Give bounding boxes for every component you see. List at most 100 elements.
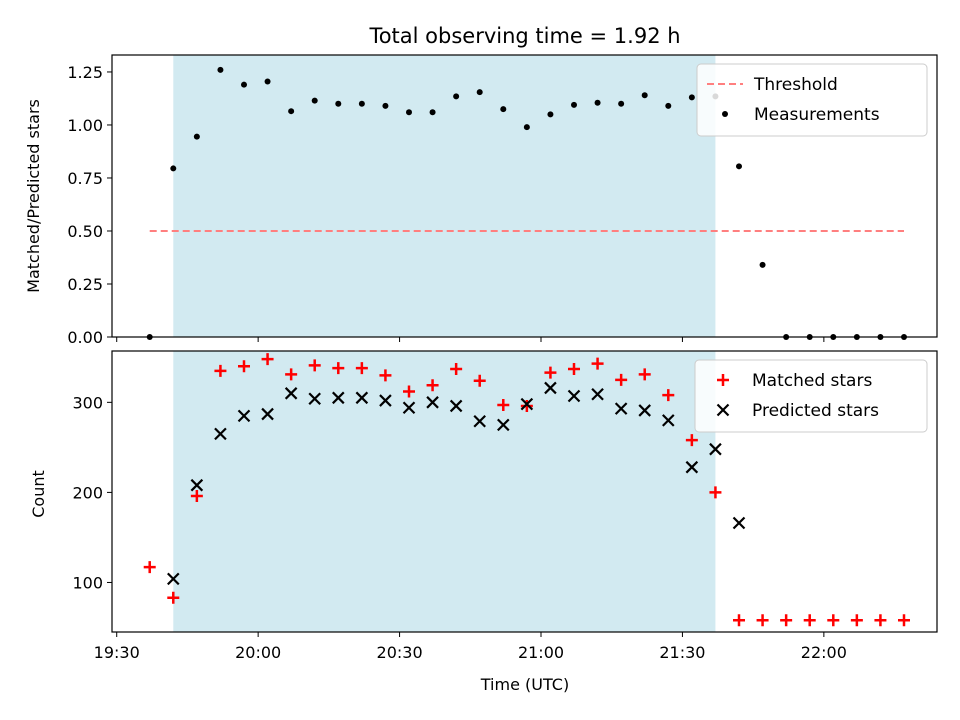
y-tick-label: 1.25	[67, 63, 103, 82]
predicted-star-point	[214, 427, 227, 441]
measurement-point	[358, 100, 365, 107]
matched-star-point	[473, 374, 486, 387]
predicted-star-point	[308, 392, 321, 406]
matched-star-point	[261, 353, 274, 366]
top-y-axis-label: Matched/Predicted stars	[24, 99, 43, 293]
legend-box	[696, 63, 928, 137]
y-tick-label: 0.50	[67, 222, 103, 241]
matched-star-point	[544, 366, 557, 379]
matched-star-point	[497, 399, 510, 412]
predicted-star-point	[284, 387, 298, 400]
predicted-star-point	[332, 391, 345, 405]
matched-star-point	[403, 385, 415, 398]
legend-measurements-swatch	[722, 111, 728, 117]
predicted-star-point	[426, 396, 439, 409]
matched-star-point	[803, 614, 816, 627]
matched-star-point	[756, 614, 769, 627]
measurement-point	[170, 165, 177, 172]
legend-entry-label: Predicted stars	[752, 401, 879, 421]
y-tick-label: 1.00	[67, 116, 103, 135]
predicted-star-point	[473, 414, 486, 428]
matched-star-point	[685, 434, 698, 447]
measurement-point	[335, 100, 342, 107]
measurement-point	[547, 111, 554, 118]
y-tick-label: 0.75	[67, 169, 103, 188]
legend-entry-label: Threshold	[753, 75, 838, 95]
predicted-star-point	[638, 404, 651, 417]
legend-predicted-swatch	[716, 403, 730, 417]
predicted-star-point	[261, 407, 274, 421]
measurement-point	[759, 261, 766, 268]
measurement-point	[594, 99, 601, 106]
measurement-point	[618, 100, 625, 107]
matched-star-point	[214, 364, 227, 377]
matched-star-point	[591, 357, 604, 370]
matched-star-point	[733, 614, 745, 627]
predicted-star-point	[379, 394, 392, 407]
measurement-point	[193, 133, 200, 140]
matched-star-point	[898, 614, 910, 627]
matched-star-point	[615, 373, 628, 386]
predicted-star-point	[544, 381, 557, 395]
matched-star-point	[426, 379, 439, 392]
x-tick-label: 19:30	[94, 643, 140, 662]
predicted-star-point	[520, 397, 534, 411]
predicted-star-point	[567, 389, 581, 403]
measurement-point	[264, 78, 271, 85]
predicted-star-point	[662, 414, 675, 427]
x-tick-label: 21:00	[518, 643, 564, 662]
matched-star-point	[827, 614, 840, 627]
measurement-point	[382, 102, 389, 109]
predicted-star-point	[449, 399, 463, 413]
bottom-panel: 100 200 300 19:30 20:00 20:30 21:00 21:30 22:00 M…	[72, 350, 938, 662]
measurement-point	[500, 106, 507, 113]
matched-star-point	[638, 368, 651, 381]
shaded-interval	[173, 55, 716, 337]
y-tick-label: 0.25	[67, 275, 103, 294]
x-tick-label: 22:00	[801, 643, 847, 662]
measurement-point	[641, 92, 648, 99]
predicted-star-point	[685, 460, 699, 474]
matched-star-point	[568, 363, 580, 376]
matched-star-point	[780, 614, 793, 627]
legend-entry-label: Measurements	[754, 105, 880, 125]
top-panel: 0.00 0.25 0.50 0.75 1.00 1.25 Threshold Measure…	[67, 54, 938, 347]
measurement-point	[665, 102, 672, 109]
x-tick-label: 21:30	[659, 643, 705, 662]
measurement-point	[453, 93, 460, 100]
matched-star-point	[238, 360, 250, 373]
predicted-star-point	[167, 572, 180, 586]
measurement-point	[406, 109, 412, 116]
chart-title: Total observing time = 1.92 h	[368, 24, 680, 48]
matched-star-point	[709, 486, 722, 499]
legend-entry-label: Matched stars	[752, 371, 872, 391]
legend-box	[694, 359, 928, 433]
measurement-point	[311, 97, 318, 104]
measurement-point	[217, 66, 224, 73]
matched-star-point	[379, 369, 392, 382]
matched-star-point	[874, 614, 887, 627]
matched-star-point	[332, 362, 345, 375]
measurement-point	[476, 89, 483, 96]
y-tick-label: 300	[72, 393, 103, 412]
matched-star-point	[167, 591, 180, 604]
x-tick-label: 20:30	[377, 643, 423, 662]
plot-frame	[111, 350, 938, 633]
predicted-star-point	[237, 409, 251, 423]
predicted-star-point	[732, 516, 746, 530]
matched-star-point	[520, 399, 533, 412]
measurement-point	[288, 108, 295, 115]
measurement-point	[571, 101, 577, 108]
y-tick-label: 0.00	[67, 328, 103, 347]
x-tick-label: 20:00	[235, 643, 281, 662]
bottom-y-axis-label: Count	[29, 470, 48, 518]
predicted-star-point	[355, 391, 369, 405]
y-tick-label: 200	[72, 483, 103, 502]
matched-star-point	[143, 561, 156, 574]
measurement-point	[241, 81, 247, 88]
plot-frame	[111, 54, 938, 338]
matched-star-point	[285, 368, 298, 381]
y-tick-label: 100	[72, 573, 103, 592]
legend-matched-swatch	[717, 374, 729, 386]
